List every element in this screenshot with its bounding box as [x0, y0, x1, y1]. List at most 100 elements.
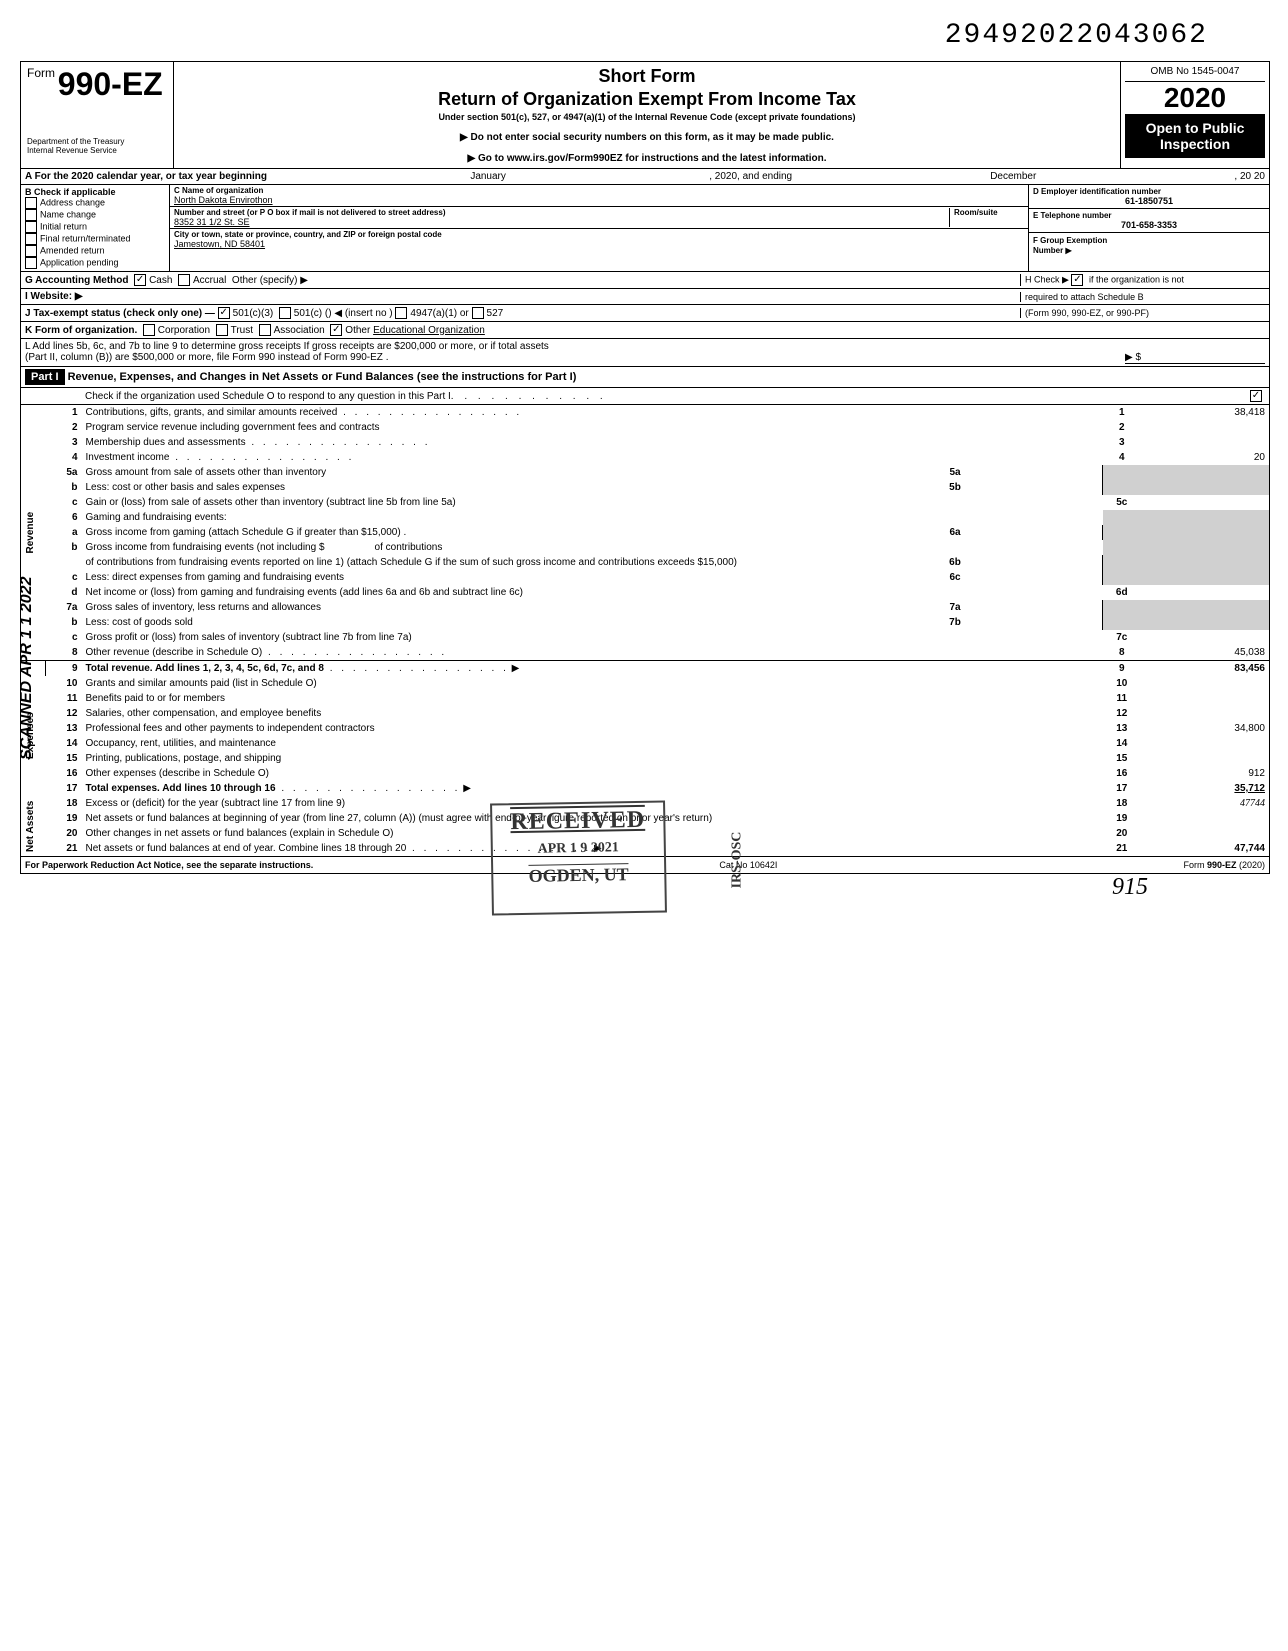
financial-table: Revenue 1 Contributions, gifts, grants, …: [21, 405, 1269, 856]
part-i-title: Revenue, Expenses, and Changes in Net As…: [68, 371, 577, 383]
opt-final-return: Final return/terminated: [40, 233, 131, 243]
opt-trust: Trust: [231, 325, 253, 336]
l7a-desc: Gross sales of inventory, less returns a…: [86, 602, 321, 613]
opt-4947: 4947(a)(1) or: [410, 308, 468, 319]
checkbox-trust[interactable]: [216, 324, 228, 336]
l12-value: [1141, 706, 1269, 721]
l6b-num: b: [45, 540, 82, 570]
l15-value: [1141, 751, 1269, 766]
l6d-box: 6d: [1103, 585, 1142, 600]
footer-right-prefix: Form: [1183, 860, 1207, 870]
l9-num: 9: [45, 661, 82, 677]
opt-amended: Amended return: [40, 245, 105, 255]
insert-no: ) ◀ (insert no ): [328, 308, 392, 319]
l9-arrow: ▶: [512, 663, 520, 674]
part-i-check-text: Check if the organization used Schedule …: [85, 391, 451, 402]
l3-num: 3: [45, 435, 82, 450]
l2-box: 2: [1103, 420, 1142, 435]
line-h-cont: required to attach Schedule B: [1020, 292, 1265, 302]
opt-app-pending: Application pending: [40, 257, 119, 267]
handwritten-bottom: 915: [20, 874, 1148, 901]
l6b-desc2: of contributions from fundraising events…: [86, 557, 737, 568]
netassets-label: Net Assets: [21, 796, 45, 856]
checkbox-cash[interactable]: ✓: [134, 274, 146, 286]
footer-right: 990-EZ: [1207, 860, 1237, 870]
line-g-label: G Accounting Method: [25, 275, 129, 286]
l9-box: 9: [1103, 661, 1142, 677]
l8-desc: Other revenue (describe in Schedule O): [86, 647, 263, 658]
l2-value: [1141, 420, 1269, 435]
l2-desc: Program service revenue including govern…: [86, 422, 380, 433]
bcdef-block: B Check if applicable Address change Nam…: [21, 185, 1269, 272]
opt-501c: 501(c) (: [294, 308, 328, 319]
checkbox-schedule-o[interactable]: ✓: [1250, 390, 1262, 402]
checkbox-h[interactable]: ✓: [1071, 274, 1083, 286]
l16-num: 16: [45, 766, 82, 781]
col-c: C Name of organization North Dakota Envi…: [170, 185, 1029, 271]
footer: For Paperwork Reduction Act Notice, see …: [21, 856, 1269, 873]
opt-corp: Corporation: [158, 325, 210, 336]
checkbox-527[interactable]: [472, 307, 484, 319]
l6d-desc: Net income or (loss) from gaming and fun…: [86, 587, 523, 598]
l14-num: 14: [45, 736, 82, 751]
l16-desc: Other expenses (describe in Schedule O): [86, 768, 269, 779]
part-i-check-row: Check if the organization used Schedule …: [21, 388, 1269, 405]
l21-value: 47,744: [1141, 841, 1269, 856]
l18-num: 18: [45, 796, 82, 811]
l18-box: 18: [1103, 796, 1142, 811]
l1-box: 1: [1103, 405, 1142, 420]
end-month: December: [792, 171, 1234, 182]
l7c-num: c: [45, 630, 82, 645]
l6-desc: Gaming and fundraising events:: [86, 512, 227, 523]
l11-desc: Benefits paid to or for members: [86, 693, 226, 704]
org-name: North Dakota Envirothon: [174, 195, 1024, 205]
l18-value: 47744: [1141, 796, 1269, 811]
open-line1: Open to Public: [1127, 120, 1263, 136]
l14-box: 14: [1103, 736, 1142, 751]
line-i-label: I Website: ▶: [25, 291, 83, 302]
checkbox-name-change[interactable]: [25, 209, 37, 221]
opt-other-k: Other: [345, 325, 370, 336]
line-j-label: J Tax-exempt status (check only one) —: [25, 308, 215, 319]
line-a-prefix: A For the 2020 calendar year, or tax yea…: [25, 171, 267, 182]
l19-value: [1141, 811, 1269, 826]
checkbox-501c3[interactable]: ✓: [218, 307, 230, 319]
l15-num: 15: [45, 751, 82, 766]
line-j: J Tax-exempt status (check only one) — ✓…: [21, 305, 1269, 322]
title-cell: Short Form Return of Organization Exempt…: [174, 62, 1121, 168]
ein-value: 61-1850751: [1033, 196, 1265, 206]
l20-desc: Other changes in net assets or fund bala…: [86, 828, 394, 839]
l10-box: 10: [1103, 676, 1142, 691]
checkbox-assoc[interactable]: [259, 324, 271, 336]
checkbox-corp[interactable]: [143, 324, 155, 336]
opt-assoc: Association: [274, 325, 325, 336]
l20-box: 20: [1103, 826, 1142, 841]
checkbox-other-k[interactable]: ✓: [330, 324, 342, 336]
checkbox-app-pending[interactable]: [25, 257, 37, 269]
checkbox-amended[interactable]: [25, 245, 37, 257]
form-word: Form: [27, 66, 55, 80]
main-title: Return of Organization Exempt From Incom…: [180, 89, 1114, 110]
part-i-label: Part I: [25, 369, 65, 385]
l11-box: 11: [1103, 691, 1142, 706]
line-l: L Add lines 5b, 6c, and 7b to line 9 to …: [21, 339, 1269, 367]
footer-mid: Cat No 10642I: [719, 860, 777, 870]
checkbox-final-return[interactable]: [25, 233, 37, 245]
l10-num: 10: [45, 676, 82, 691]
checkbox-accrual[interactable]: [178, 274, 190, 286]
checkbox-4947[interactable]: [395, 307, 407, 319]
dept-line1: Department of the Treasury: [27, 137, 167, 146]
checkbox-address-change[interactable]: [25, 197, 37, 209]
opt-address-change: Address change: [40, 197, 105, 207]
web-instruction: ▶ Go to www.irs.gov/Form990EZ for instru…: [180, 153, 1114, 164]
l9-value: 83,456: [1141, 661, 1269, 677]
tel-value: 701-658-3353: [1033, 220, 1265, 230]
checkbox-501c[interactable]: [279, 307, 291, 319]
checkbox-initial-return[interactable]: [25, 221, 37, 233]
subtitle: Under section 501(c), 527, or 4947(a)(1)…: [180, 112, 1114, 122]
l6-num: 6: [45, 510, 82, 525]
line-a-end: , 20 20: [1234, 171, 1265, 182]
l7c-desc: Gross profit or (loss) from sales of inv…: [86, 632, 412, 643]
org-city: Jamestown, ND 58401: [174, 239, 1024, 249]
l6d-value: [1141, 585, 1269, 600]
